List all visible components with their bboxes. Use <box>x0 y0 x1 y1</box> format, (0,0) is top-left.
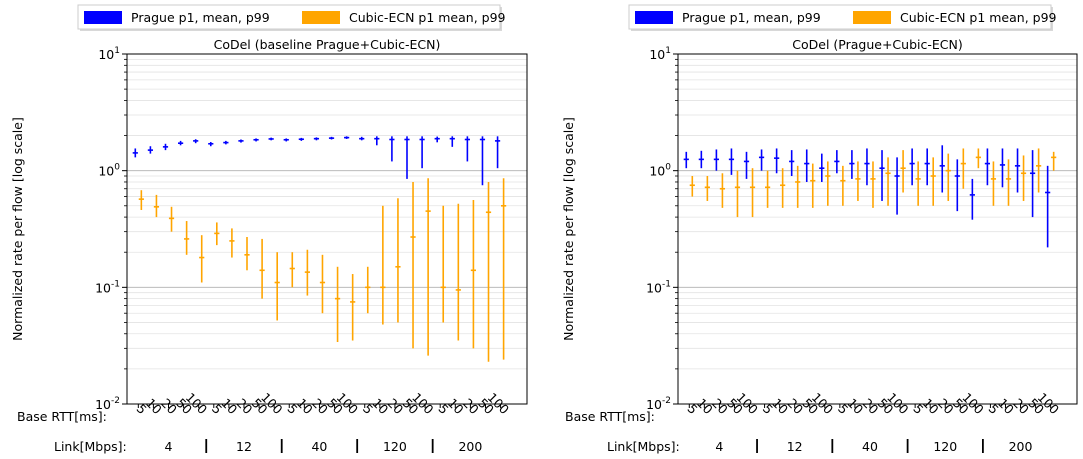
legend-label: Cubic-ECN p1 mean, p99 <box>349 10 506 25</box>
legend-label: Prague p1, mean, p99 <box>682 10 821 25</box>
y-tick-label: 101 <box>649 46 671 62</box>
y-tick-label: 100 <box>98 163 120 179</box>
chart-panel-2: 10-2 10-1 100 101 CoDel (Prague+Cubic-ECN) No… <box>561 4 1078 454</box>
legend: Prague p1, mean, p99 Cubic-ECN p1 mean, p… <box>628 4 1057 31</box>
legend: Prague p1, mean, p99 Cubic-ECN p1 mean, p… <box>77 4 506 31</box>
plot-frame <box>677 53 1078 405</box>
link-value: 200 <box>458 439 482 454</box>
y-axis-label: Normalized rate per flow [log scale] <box>10 117 25 341</box>
link-value: 120 <box>383 439 407 454</box>
link-value: 4 <box>715 439 723 454</box>
legend-swatch <box>84 11 122 24</box>
y-tick-label: 10-2 <box>95 396 120 412</box>
link-value: 4 <box>165 439 173 454</box>
link-value: 40 <box>311 439 327 454</box>
legend-label: Cubic-ECN p1 mean, p99 <box>900 10 1057 25</box>
legend-box <box>628 4 1052 30</box>
link-value: 12 <box>787 439 803 454</box>
plot-frame <box>126 53 528 405</box>
link-value: 40 <box>862 439 878 454</box>
legend-swatch <box>635 11 673 24</box>
y-axis-label: Normalized rate per flow [log scale] <box>561 117 576 341</box>
base-rtt-label: Base RTT[ms]: <box>17 409 107 424</box>
link-value: 200 <box>1009 439 1033 454</box>
link-label: Link[Mbps]: <box>54 439 127 454</box>
link-label: Link[Mbps]: <box>607 439 680 454</box>
legend-swatch <box>853 11 891 24</box>
y-tick-label: 10-2 <box>646 396 671 412</box>
legend-box <box>77 4 501 30</box>
y-tick-label: 100 <box>649 163 671 179</box>
chart-title: CoDel (Prague+Cubic-ECN) <box>792 37 962 52</box>
legend-label: Prague p1, mean, p99 <box>131 10 270 25</box>
y-tick-label: 10-1 <box>646 279 671 295</box>
y-tick-label: 10-1 <box>95 279 120 295</box>
chart-title: CoDel (baseline Prague+Cubic-ECN) <box>214 37 441 52</box>
legend-swatch <box>302 11 340 24</box>
chart-panel-1: 10-2 10-1 100 101 CoDel (baseline Prague+Cub… <box>10 4 528 454</box>
y-tick-label: 101 <box>98 46 120 62</box>
link-value: 120 <box>933 439 957 454</box>
link-value: 12 <box>236 439 252 454</box>
base-rtt-label: Base RTT[ms]: <box>565 409 655 424</box>
